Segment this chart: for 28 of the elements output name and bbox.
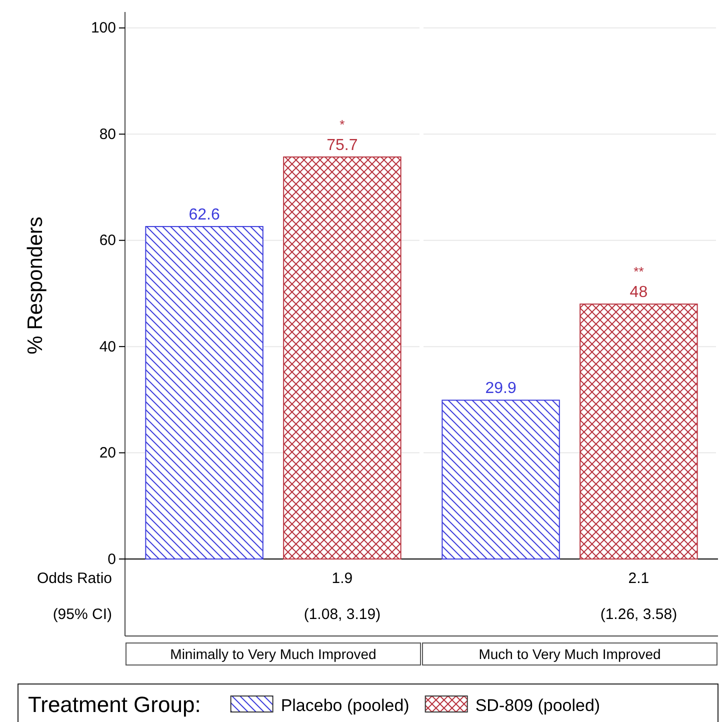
text: (1.26, 3.58) (600, 606, 678, 623)
text: 1.9 (332, 570, 353, 587)
y-axis-title: % Responders (24, 216, 47, 354)
annotation: * (340, 116, 345, 132)
y-tick-label: 0 (108, 550, 116, 568)
annotation: ** (634, 264, 644, 280)
data-label: 48 (630, 284, 648, 302)
bar (580, 304, 698, 560)
bar (283, 156, 402, 560)
data-label: 29.9 (485, 380, 516, 398)
y-tick-label: 60 (99, 232, 116, 250)
legend-label: SD-809 (pooled) (475, 696, 600, 715)
text: (1.08, 3.19) (304, 606, 381, 623)
legend-label: Placebo (pooled) (280, 696, 410, 715)
y-tick-label: 20 (99, 444, 116, 462)
y-tick-label: 80 (99, 126, 116, 143)
data-label: 75.7 (326, 136, 358, 154)
bar (442, 400, 560, 560)
y-tick-label: 40 (99, 338, 116, 356)
x-tick-label: Minimally to Very Much Improved (170, 646, 376, 662)
data-label: 62.6 (188, 206, 220, 224)
bar (145, 226, 264, 560)
y-tick-label: 100 (90, 20, 116, 37)
text: 2.1 (628, 570, 650, 587)
legend-title: Treatment Group: (28, 692, 201, 717)
x-tick-label: Much to Very Much Improved (478, 646, 661, 662)
text: Odds Ratio (36, 570, 112, 587)
text: (95% CI) (52, 606, 112, 623)
